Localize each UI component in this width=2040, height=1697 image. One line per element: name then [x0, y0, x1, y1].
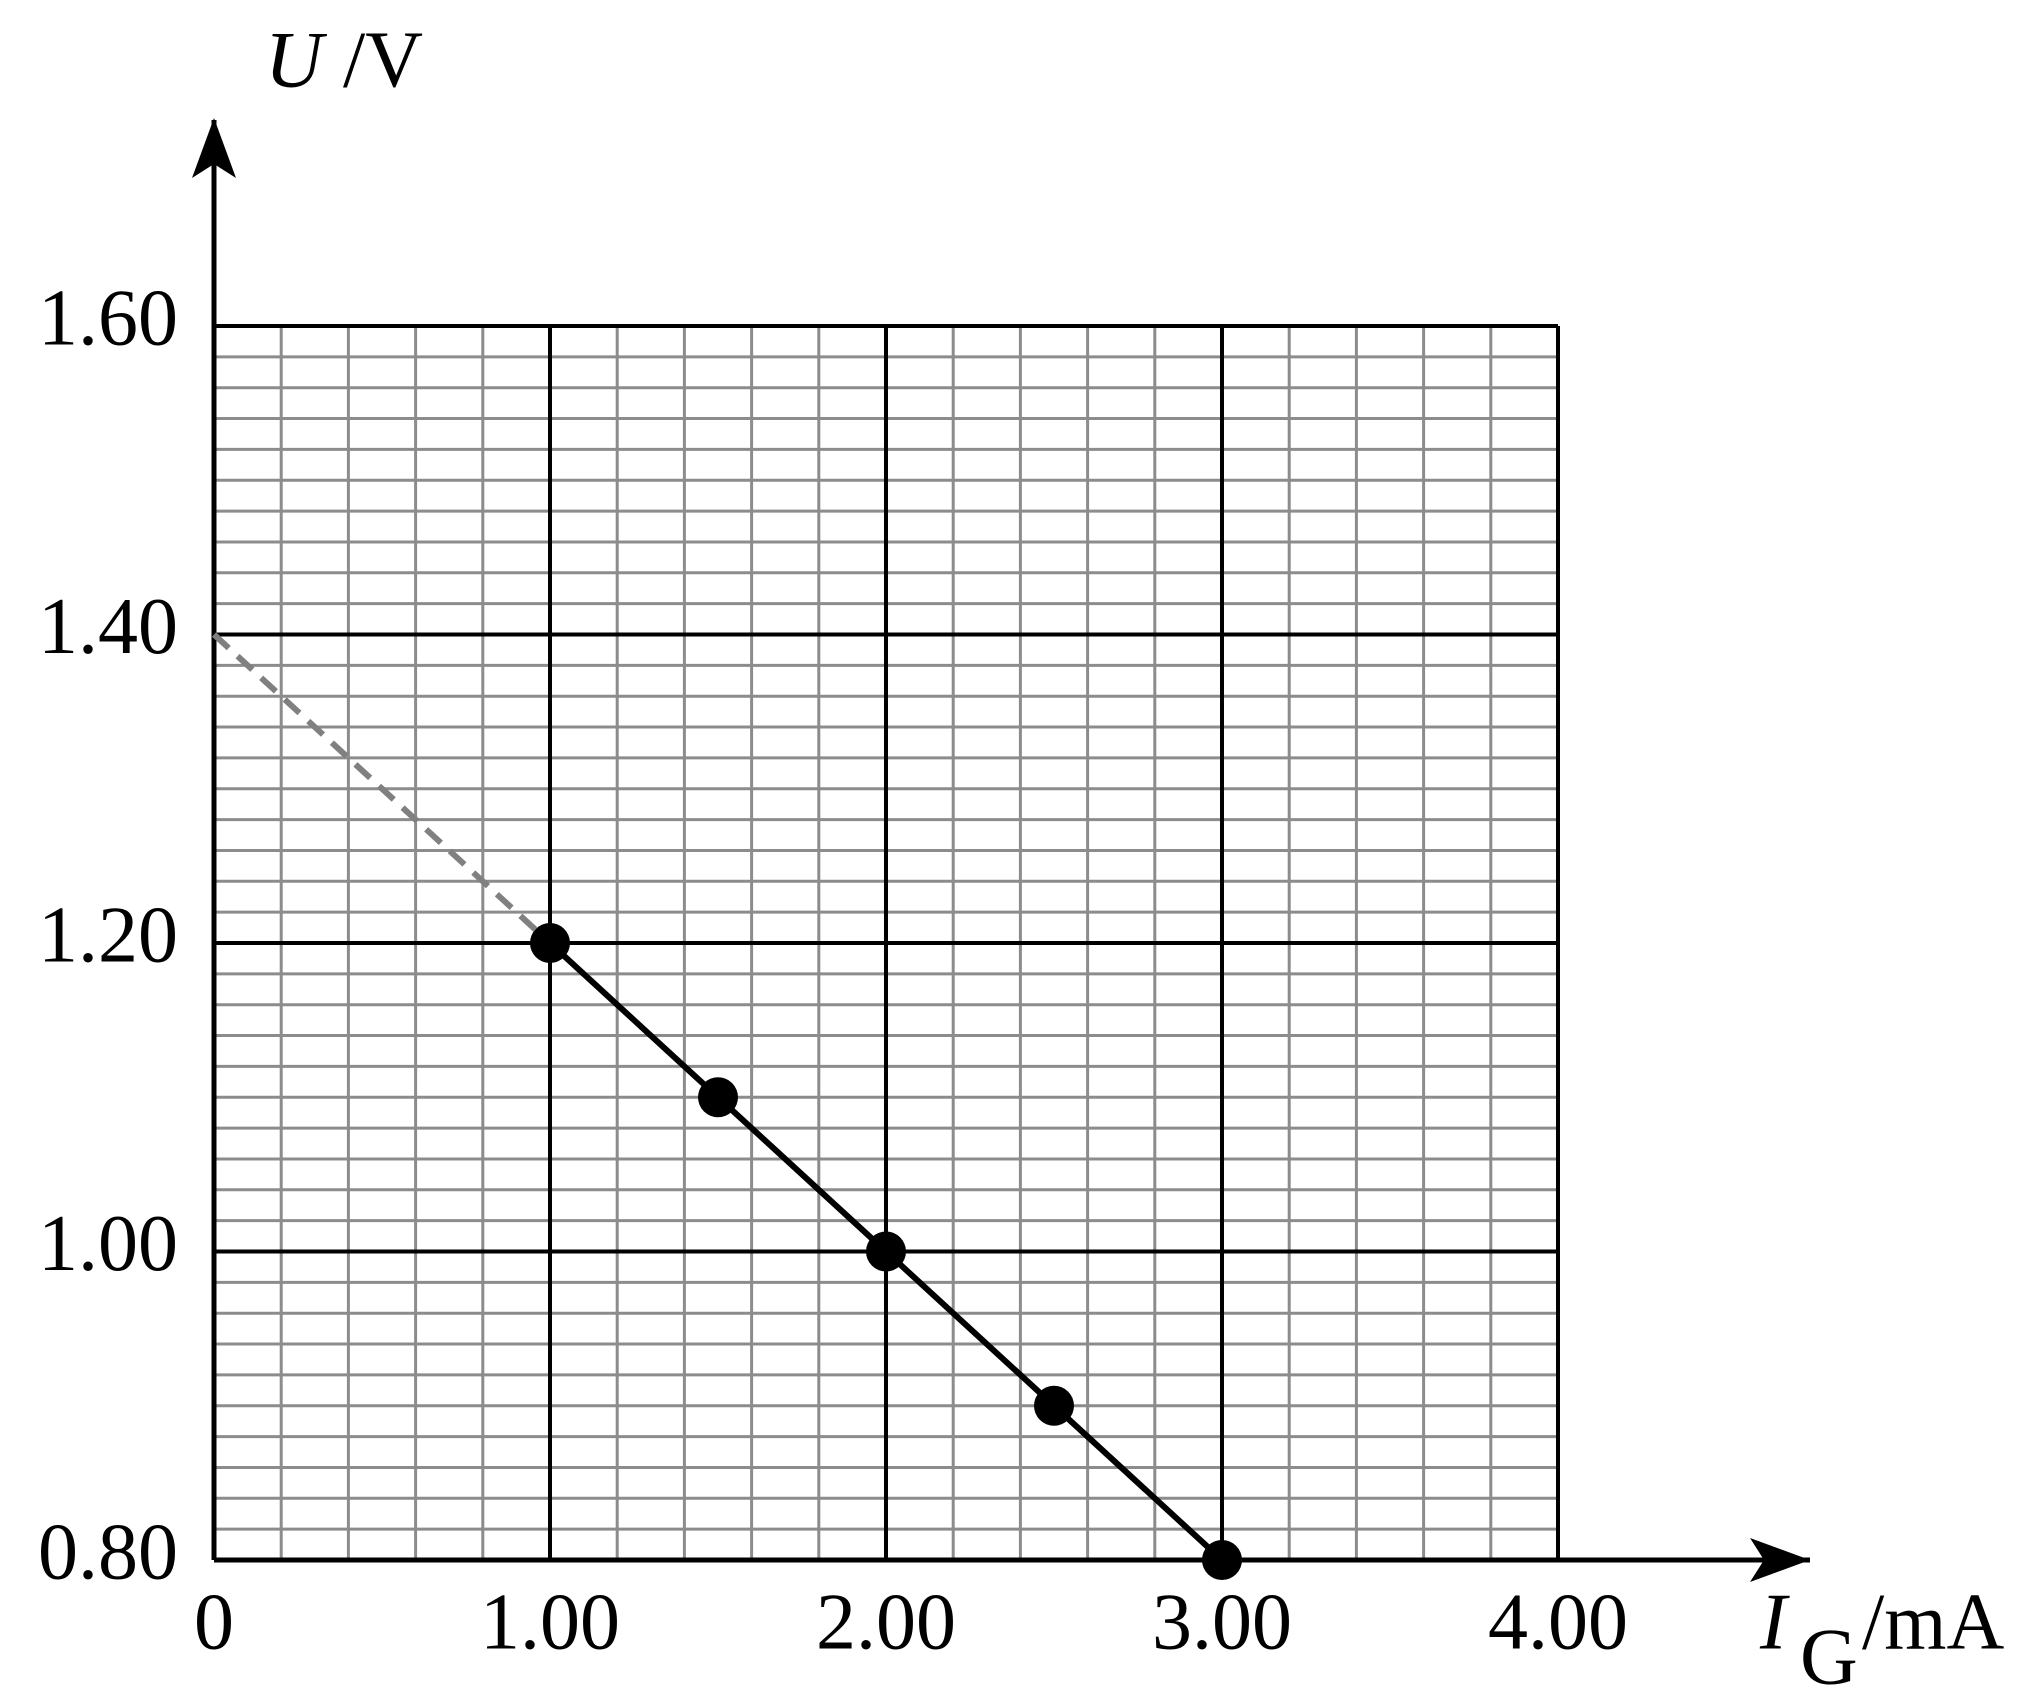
dashed-line	[211, 632, 553, 946]
y-label-unit: /V	[343, 16, 423, 104]
x-tick-label: 0	[194, 1578, 234, 1666]
y-arrow	[192, 118, 236, 178]
x-tick-label: 1.00	[480, 1578, 620, 1666]
y-tick-label: 1.60	[38, 274, 178, 362]
y-tick-label: 0.80	[38, 1508, 178, 1596]
x-tick-label: 4.00	[1488, 1578, 1628, 1666]
point	[1034, 1385, 1074, 1426]
point	[1202, 1540, 1242, 1580]
x-tick-label: 2.00	[816, 1578, 956, 1666]
point	[866, 1231, 906, 1272]
point	[530, 923, 570, 963]
x-label-symbol: I	[1759, 1578, 1790, 1666]
plot	[211, 632, 1242, 1580]
x-label-unit: /mA	[1862, 1578, 2004, 1666]
point	[698, 1077, 738, 1118]
y-tick-label: 1.40	[38, 583, 178, 671]
x-arrow	[1750, 1538, 1810, 1582]
x-label-subscript: G	[1800, 1613, 1858, 1697]
y-tick-label: 1.20	[38, 891, 178, 979]
x-tick-label: 3.00	[1152, 1578, 1292, 1666]
y-tick-label: 1.00	[38, 1200, 178, 1288]
y-label-symbol: U	[265, 16, 328, 104]
